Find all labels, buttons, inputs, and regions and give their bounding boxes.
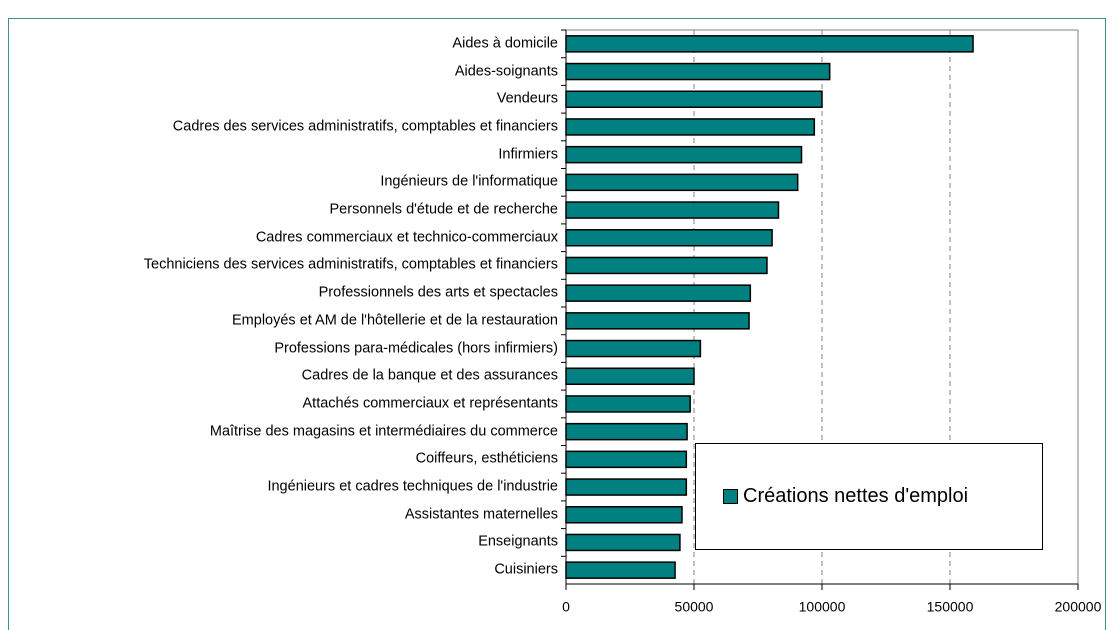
y-tick-label: Cuisiniers xyxy=(494,561,558,578)
bar xyxy=(565,90,823,108)
y-tick-label: Coiffeurs, esthéticiens xyxy=(415,450,558,467)
bar xyxy=(565,256,768,275)
bar xyxy=(565,173,799,192)
bar xyxy=(565,339,702,358)
y-tick-label: Cadres de la banque et des assurances xyxy=(301,367,558,384)
bar xyxy=(565,422,688,441)
bar xyxy=(565,478,688,496)
y-tick-label: Employés et AM de l'hôtellerie et de la … xyxy=(232,312,558,329)
bar xyxy=(565,533,681,552)
chart-frame xyxy=(8,18,1106,630)
x-tick-label: 50000 xyxy=(675,599,714,615)
y-tick-label: Cadres commerciaux et technico-commercia… xyxy=(255,229,558,246)
y-tick-label: Personnels d'étude et de recherche xyxy=(329,201,558,218)
y-tick-label: Ingénieurs de l'informatique xyxy=(380,173,558,190)
x-tick-label: 200000 xyxy=(1055,599,1102,615)
y-tick-label: Techniciens des services administratifs,… xyxy=(143,256,558,273)
legend-label: Créations nettes d'emploi xyxy=(743,485,969,507)
bar xyxy=(565,367,695,385)
y-tick-label: Vendeurs xyxy=(496,90,558,107)
y-tick-label: Attachés commerciaux et représentants xyxy=(302,395,558,412)
x-tick-label: 100000 xyxy=(799,599,846,615)
bar xyxy=(565,145,803,164)
bar xyxy=(565,284,752,302)
bar xyxy=(565,312,750,330)
y-tick-label: Cadres des services administratifs, comp… xyxy=(172,118,558,135)
bar xyxy=(565,201,780,219)
y-tick-label: Infirmiers xyxy=(498,146,558,163)
y-tick-label: Enseignants xyxy=(478,533,558,550)
legend: Créations nettes d'emploi xyxy=(695,443,1043,550)
bar xyxy=(565,450,688,469)
bar xyxy=(565,62,831,81)
y-tick-label: Aides-soignants xyxy=(454,63,558,80)
x-tick-label: 0 xyxy=(562,599,570,615)
y-tick-label: Ingénieurs et cadres techniques de l'ind… xyxy=(267,478,558,495)
bar xyxy=(565,561,676,579)
bar xyxy=(565,35,974,53)
x-tick-label: 150000 xyxy=(927,599,974,615)
bar xyxy=(565,506,683,524)
y-tick-label: Professionnels des arts et spectacles xyxy=(318,284,558,301)
bar xyxy=(565,229,773,247)
legend-swatch xyxy=(723,489,738,504)
bar xyxy=(565,395,691,413)
y-tick-label: Aides à domicile xyxy=(452,35,558,52)
y-tick-label: Professions para-médicales (hors infirmi… xyxy=(274,340,558,357)
y-tick-label: Maîtrise des magasins et intermédiaires … xyxy=(209,423,558,440)
y-tick-label: Assistantes maternelles xyxy=(404,506,558,523)
bar xyxy=(565,118,816,136)
